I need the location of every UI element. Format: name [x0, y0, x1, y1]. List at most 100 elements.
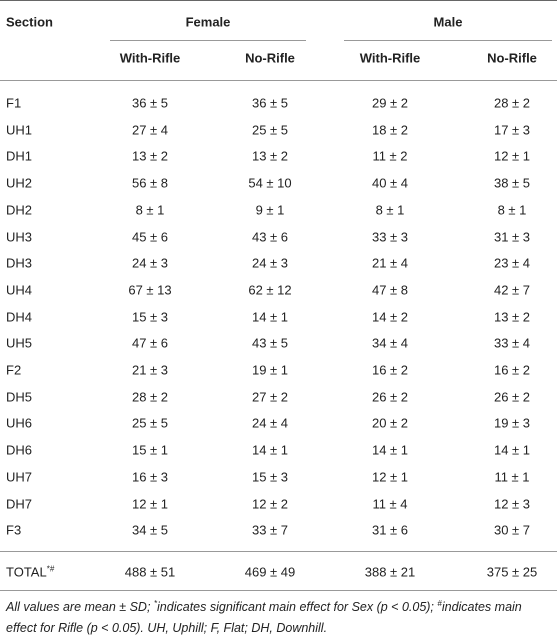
header-rule [0, 80, 557, 81]
row-label: UH1 [6, 122, 33, 138]
cell: 17 ± 3 [493, 122, 531, 138]
cell: 26 ± 2 [493, 389, 531, 405]
row-label: DH7 [6, 496, 33, 511]
cell: 21 ± 3 [131, 362, 169, 378]
cell: 33 ± 7 [251, 522, 289, 538]
row-label: UH5 [6, 335, 33, 351]
section-header: Section [6, 14, 53, 30]
cell: 24 ± 3 [131, 255, 169, 271]
cell: 34 ± 5 [131, 522, 169, 538]
bottom-rule [0, 590, 557, 591]
cell: 11 ± 1 [494, 469, 530, 485]
cell: 34 ± 4 [371, 335, 409, 351]
cell: 13 ± 2 [493, 309, 531, 325]
cell: 27 ± 4 [131, 122, 169, 138]
cell: 15 ± 1 [131, 442, 169, 458]
footnote-text: All values are mean ± SD; [6, 600, 154, 615]
cell: 24 ± 3 [251, 255, 289, 271]
total-text: TOTAL [6, 564, 47, 580]
cell: 42 ± 7 [493, 282, 531, 298]
cell: 26 ± 2 [371, 389, 409, 405]
total-mark: *# [46, 564, 55, 574]
cell: 16 ± 3 [131, 469, 169, 485]
cell: 54 ± 10 [248, 175, 292, 191]
cell: 13 ± 2 [251, 148, 289, 164]
cell: 8 ± 1 [375, 202, 405, 218]
footnote-mark: * [153, 599, 158, 608]
cell: 18 ± 2 [371, 122, 409, 138]
total-cell: 469 ± 49 [244, 564, 296, 580]
cell: 43 ± 6 [251, 229, 289, 244]
row-label: F3 [6, 522, 22, 538]
cell: 11 ± 2 [372, 148, 408, 164]
group-rule [110, 40, 306, 41]
footnote-mark: # [437, 599, 442, 608]
cell: 29 ± 2 [371, 95, 409, 111]
cell: 19 ± 1 [251, 362, 289, 378]
cell: 8 ± 1 [497, 202, 527, 218]
cell: 14 ± 1 [493, 442, 531, 458]
cell: 33 ± 4 [493, 335, 531, 351]
cell: 15 ± 3 [251, 469, 289, 485]
cell: 67 ± 13 [128, 282, 172, 298]
cell: 33 ± 3 [371, 229, 409, 244]
cell: 31 ± 6 [371, 522, 409, 538]
group-header: Female [185, 14, 231, 30]
total-label: TOTAL*# [6, 564, 54, 579]
cell: 45 ± 6 [131, 229, 169, 244]
cell: 12 ± 3 [493, 496, 531, 511]
cell: 16 ± 2 [371, 362, 409, 378]
cell: 11 ± 4 [372, 496, 408, 511]
cell: 19 ± 3 [493, 415, 531, 431]
cell: 38 ± 5 [493, 175, 531, 191]
total-cell: 488 ± 51 [124, 564, 176, 580]
row-label: F1 [6, 95, 22, 111]
cell: 43 ± 5 [251, 335, 289, 351]
cell: 25 ± 5 [251, 122, 289, 138]
cell: 30 ± 7 [493, 522, 531, 538]
footnote: All values are mean ± SD; *indicates sig… [6, 593, 551, 639]
row-label: UH6 [6, 415, 33, 431]
cell: 9 ± 1 [255, 202, 285, 218]
cell: 12 ± 1 [493, 148, 531, 164]
cell: 28 ± 2 [493, 95, 531, 111]
cell: 28 ± 2 [131, 389, 169, 405]
cell: 40 ± 4 [371, 175, 409, 191]
cell: 14 ± 1 [251, 442, 289, 458]
row-label: UH7 [6, 469, 33, 485]
cell: 12 ± 1 [131, 496, 169, 511]
row-label: DH5 [6, 389, 33, 405]
total-cell: 388 ± 21 [364, 564, 416, 580]
footnote-text: indicates main effect for Rifle (p < 0.0… [6, 600, 522, 636]
group-rule [344, 40, 552, 41]
cell: 24 ± 4 [251, 415, 289, 431]
cell: 14 ± 1 [371, 442, 409, 458]
row-label: DH2 [6, 202, 33, 218]
cell: 14 ± 1 [251, 309, 289, 325]
cell: 62 ± 12 [248, 282, 292, 298]
row-label: UH4 [6, 282, 33, 298]
cell: 23 ± 4 [493, 255, 531, 271]
cell: 14 ± 2 [371, 309, 409, 325]
cell: 27 ± 2 [251, 389, 289, 405]
row-label: F2 [6, 362, 22, 378]
cell: 20 ± 2 [371, 415, 409, 431]
cell: 25 ± 5 [131, 415, 169, 431]
cell: 15 ± 3 [131, 309, 169, 325]
row-label: DH3 [6, 255, 33, 271]
cell: 21 ± 4 [371, 255, 409, 271]
top-rule [0, 0, 557, 1]
total-cell: 375 ± 25 [486, 564, 538, 580]
row-label: DH1 [6, 148, 33, 164]
column-header: No-Rifle [487, 50, 537, 66]
row-label: DH6 [6, 442, 33, 458]
cell: 47 ± 8 [371, 282, 409, 298]
column-header: No-Rifle [245, 50, 295, 66]
row-label: DH4 [6, 309, 33, 325]
total-rule [0, 551, 557, 552]
cell: 36 ± 5 [251, 95, 289, 111]
cell: 8 ± 1 [135, 202, 165, 218]
cell: 47 ± 6 [131, 335, 169, 351]
row-label: UH2 [6, 175, 33, 191]
cell: 36 ± 5 [131, 95, 169, 111]
